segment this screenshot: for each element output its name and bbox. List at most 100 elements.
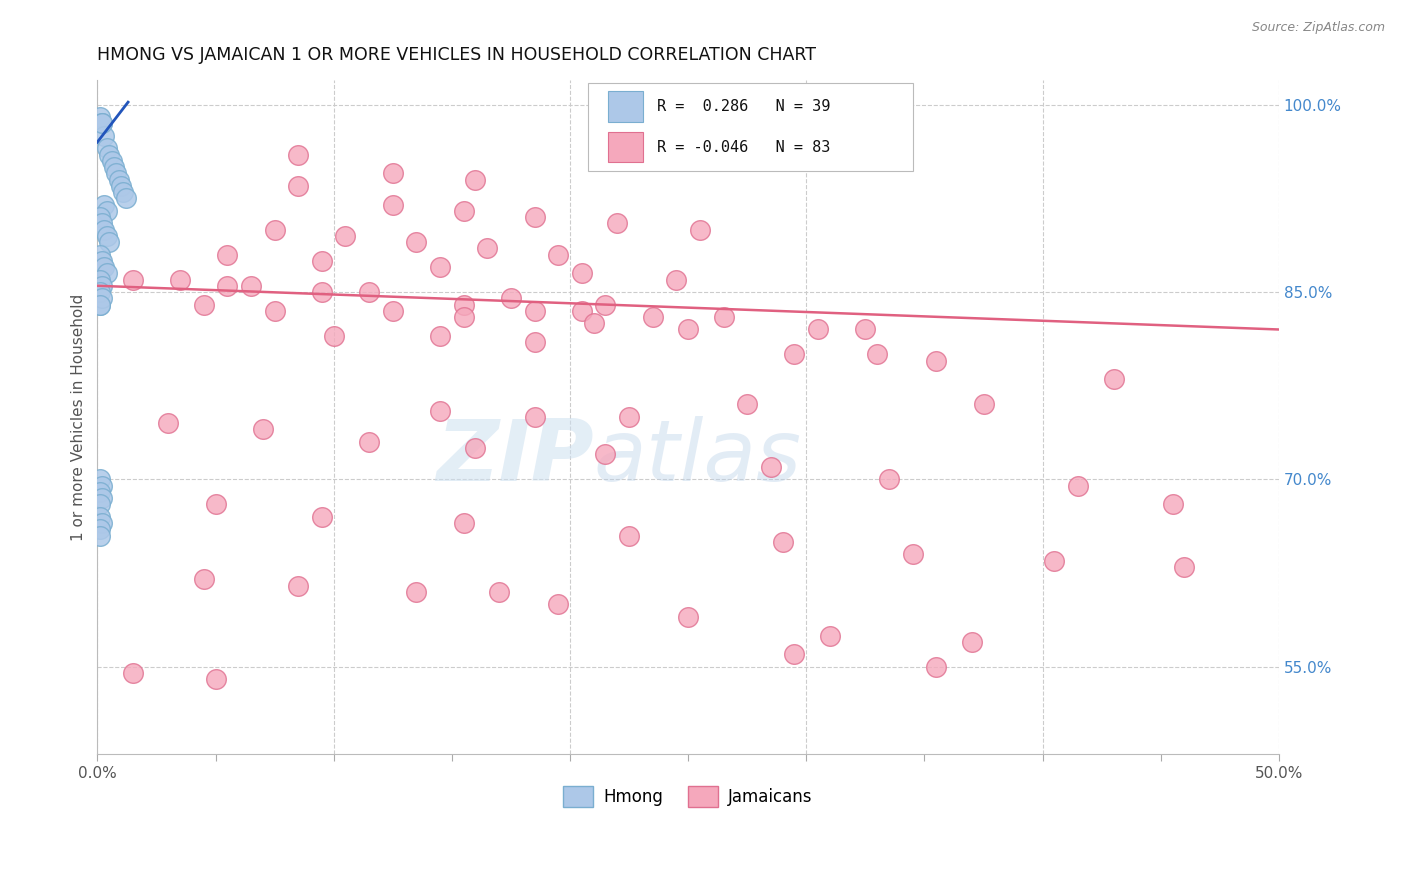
Point [617,528,640,542]
Point [617,409,640,424]
Point [91,116,114,130]
Point [464,441,486,455]
Point [783,128,806,143]
Point [866,347,889,361]
Point [263,222,285,236]
Point [239,278,262,293]
Point [429,403,451,417]
Point [91,116,114,130]
Point [91,253,114,268]
FancyBboxPatch shape [607,132,643,162]
Point [1067,478,1090,492]
Point [91,516,114,530]
Point [1043,553,1066,567]
Point [98,235,121,249]
Point [759,459,782,474]
Point [453,516,475,530]
Point [571,266,593,280]
Point [114,191,136,205]
Point [311,253,333,268]
Point [311,285,333,299]
Point [287,147,309,161]
Point [89,484,111,499]
Point [193,572,215,586]
Point [973,397,995,411]
Point [89,297,111,311]
Point [89,497,111,511]
Point [89,528,111,542]
Point [689,222,711,236]
Point [453,310,475,324]
Point [121,666,143,681]
Point [107,172,129,186]
Point [110,178,132,193]
Point [853,322,876,336]
Point [204,673,226,687]
Point [595,447,617,461]
Point [547,247,569,261]
Point [676,322,699,336]
Text: R =  0.286   N = 39: R = 0.286 N = 39 [658,99,831,114]
Point [405,235,427,249]
Text: atlas: atlas [593,416,801,499]
Point [204,497,226,511]
Point [157,416,180,430]
FancyBboxPatch shape [588,83,912,170]
Point [381,197,404,211]
Point [105,166,128,180]
Point [1161,497,1184,511]
Point [547,597,569,611]
Point [322,328,344,343]
Point [464,172,486,186]
Point [359,434,381,449]
Point [1102,372,1125,386]
Point [523,303,546,318]
Point [311,509,333,524]
Point [89,285,111,299]
Legend: Hmong, Jamaicans: Hmong, Jamaicans [557,780,820,814]
Point [112,185,135,199]
Point [901,547,924,561]
Point [91,478,114,492]
Point [582,316,605,330]
Point [571,303,593,318]
Point [429,260,451,274]
Point [89,210,111,224]
Point [477,241,499,255]
Point [93,197,115,211]
Point [89,472,111,486]
Point [103,160,125,174]
Text: Source: ZipAtlas.com: Source: ZipAtlas.com [1251,21,1385,34]
Point [735,397,758,411]
Point [818,628,841,642]
Point [925,659,948,673]
Point [359,285,381,299]
Point [523,409,546,424]
Point [91,491,114,505]
Point [89,247,111,261]
Point [98,147,121,161]
Point [193,297,215,311]
FancyBboxPatch shape [607,92,643,122]
Point [488,584,510,599]
Point [381,166,404,180]
Point [453,203,475,218]
Point [252,422,274,436]
Point [641,310,664,324]
Point [595,297,617,311]
Point [89,272,111,286]
Point [606,216,628,230]
Point [877,472,900,486]
Y-axis label: 1 or more Vehicles in Household: 1 or more Vehicles in Household [72,293,86,541]
Point [807,322,830,336]
Point [381,303,404,318]
Text: ZIP: ZIP [436,416,593,499]
Point [91,278,114,293]
Point [960,634,983,648]
Point [93,260,115,274]
Point [96,141,118,155]
Text: HMONG VS JAMAICAN 1 OR MORE VEHICLES IN HOUSEHOLD CORRELATION CHART: HMONG VS JAMAICAN 1 OR MORE VEHICLES IN … [97,46,817,64]
Point [783,647,806,661]
Point [121,272,143,286]
Point [263,303,285,318]
